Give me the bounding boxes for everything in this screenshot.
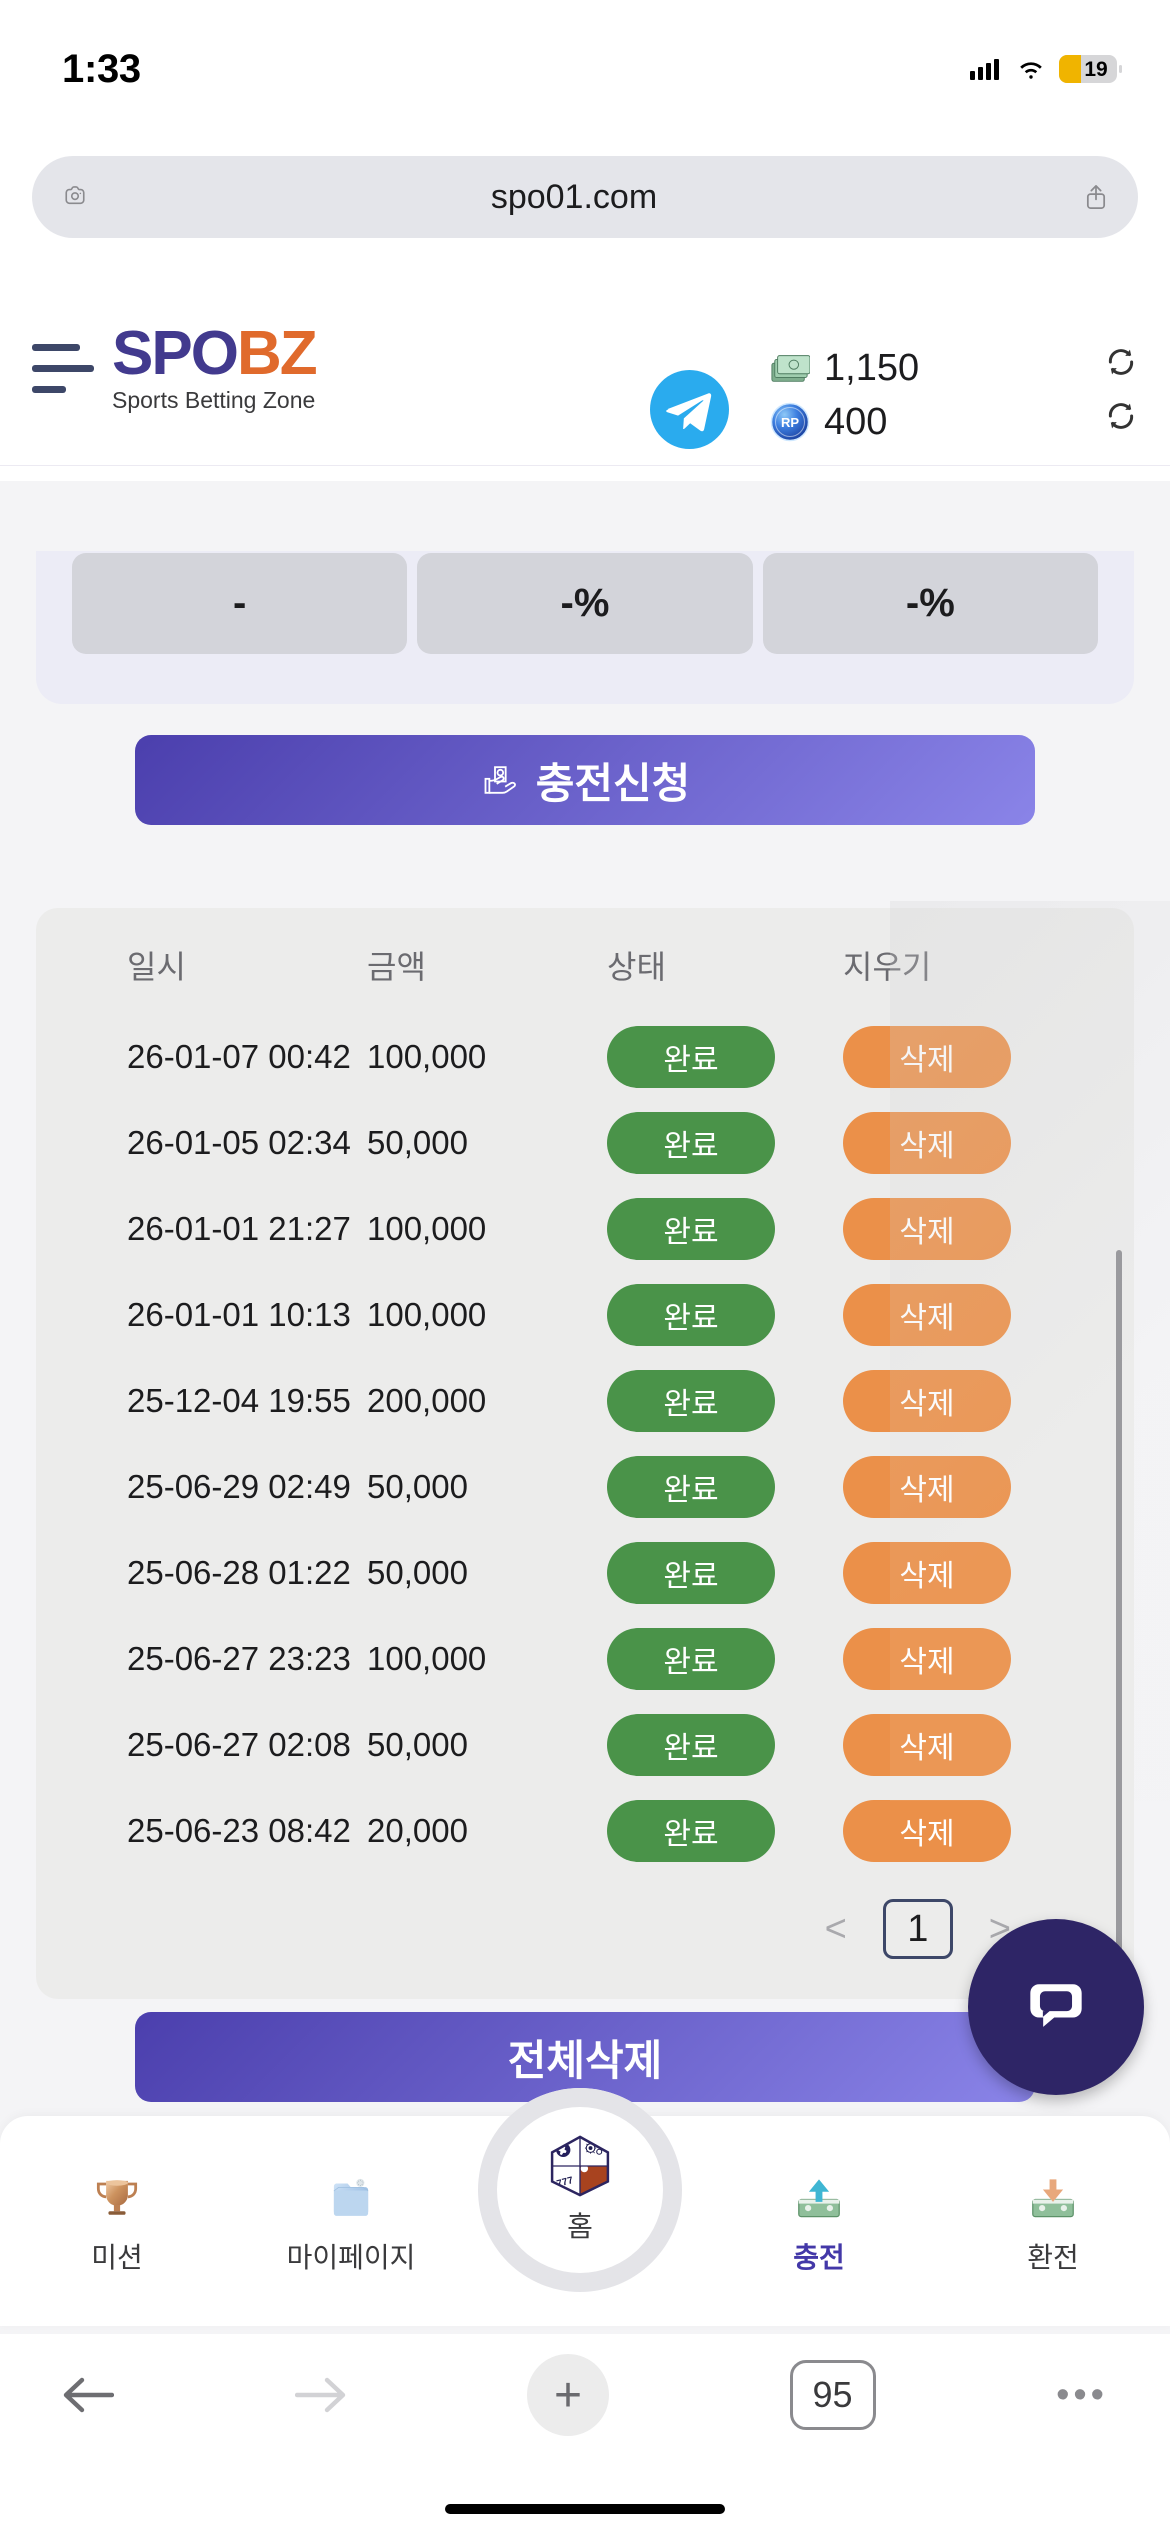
svg-text:RP: RP — [781, 415, 799, 430]
svg-text:19: 19 — [1084, 58, 1107, 81]
